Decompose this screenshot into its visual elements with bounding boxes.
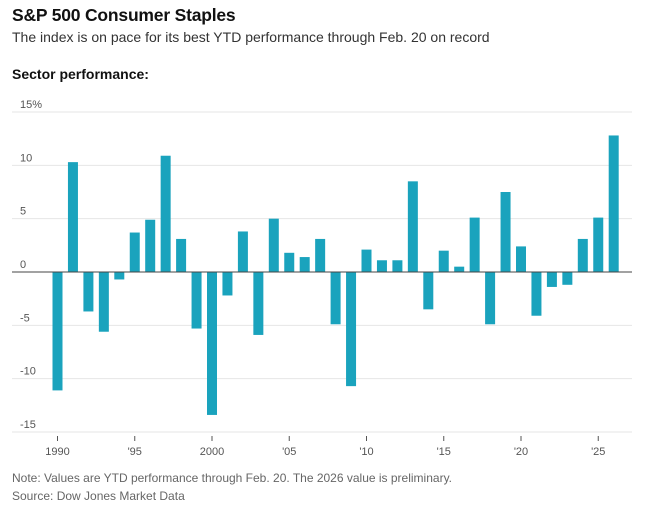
- bar-2018: [485, 272, 496, 325]
- y-tick-label: 15%: [20, 99, 42, 111]
- bar-2019: [500, 192, 511, 272]
- y-tick-label: 5: [20, 206, 26, 218]
- bar-2007: [315, 238, 326, 272]
- x-axis: 1990 '95 2000 '05 '10 '15 '20 '25: [45, 436, 605, 458]
- section-label: Sector performance:: [12, 66, 149, 82]
- bar-2006: [299, 257, 310, 272]
- bar-1997: [160, 155, 171, 272]
- bar-2014: [423, 272, 434, 310]
- bar-2010: [361, 249, 372, 272]
- x-tick-label: '25: [591, 446, 605, 458]
- x-tick-label: 1990: [45, 446, 69, 458]
- source-note: Source: Dow Jones Market Data: [12, 489, 185, 503]
- x-tick-label: '95: [128, 446, 142, 458]
- y-tick-label: -5: [20, 312, 30, 324]
- x-tick-label: '15: [437, 446, 451, 458]
- bar-2024: [577, 238, 588, 272]
- bar-2003: [253, 272, 264, 335]
- y-tick-label: 0: [20, 259, 26, 271]
- bar-2013: [407, 181, 418, 272]
- chart-title: S&P 500 Consumer Staples: [12, 5, 236, 25]
- x-tick-label: 2000: [200, 446, 224, 458]
- bar-2012: [392, 260, 403, 272]
- bar-2016: [454, 266, 465, 272]
- bar-2020: [516, 246, 526, 272]
- bar-2008: [330, 272, 341, 325]
- bar-2001: [222, 272, 233, 296]
- bar-chart: 15% 10 5 0 -5 -10 -15 1990 '95 2000 '05 '10 '15 '20 '…: [12, 99, 632, 458]
- chart-subtitle: The index is on pace for its best YTD pe…: [12, 29, 490, 45]
- x-tick-label: '20: [514, 446, 528, 458]
- x-tick-label: '05: [282, 446, 296, 458]
- bar-2015: [438, 250, 449, 272]
- bar-2009: [346, 272, 357, 387]
- y-tick-label: 10: [20, 152, 32, 164]
- footnote: Note: Values are YTD performance through…: [12, 471, 453, 485]
- bar-2026: [608, 135, 619, 272]
- bar-2022: [546, 272, 557, 287]
- bar-2025: [593, 217, 604, 272]
- y-tick-label: -10: [20, 366, 36, 378]
- bars: [52, 135, 619, 415]
- bar-2017: [469, 217, 480, 272]
- bar-1993: [98, 272, 109, 332]
- bar-1991: [67, 162, 78, 272]
- bar-2002: [237, 231, 248, 272]
- bar-1994: [114, 272, 125, 280]
- bar-2004: [268, 218, 279, 272]
- bar-1996: [145, 219, 156, 272]
- bar-1990: [52, 272, 63, 391]
- y-tick-label: -15: [20, 419, 36, 431]
- bar-2000: [207, 272, 217, 415]
- y-axis-labels: 15% 10 5 0 -5 -10 -15: [20, 99, 42, 431]
- bar-1999: [191, 272, 202, 329]
- bar-2005: [284, 252, 295, 272]
- x-tick-label: '10: [359, 446, 373, 458]
- bar-1995: [129, 232, 140, 272]
- bar-1998: [176, 238, 187, 272]
- bar-1992: [83, 272, 94, 312]
- bar-2011: [376, 260, 387, 272]
- bar-2021: [531, 272, 542, 316]
- grid-lines: [12, 111, 632, 433]
- bar-2023: [562, 272, 573, 285]
